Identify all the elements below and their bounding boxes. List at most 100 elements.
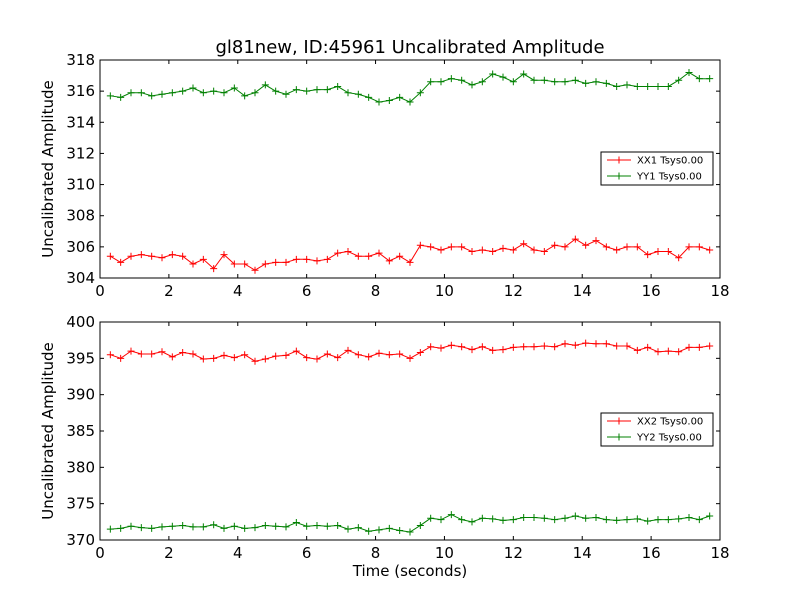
data-point [396, 527, 404, 535]
data-point [561, 78, 569, 86]
data-point [561, 243, 569, 251]
data-point [251, 357, 259, 365]
data-point [478, 343, 486, 351]
data-point [220, 524, 228, 532]
legend-box [600, 151, 714, 186]
data-point [592, 513, 600, 521]
data-point [437, 246, 445, 254]
legend-label: XX2 Tsys0.00 [637, 417, 703, 428]
data-point [509, 78, 517, 86]
data-point [179, 521, 187, 529]
data-point [489, 346, 497, 354]
data-point [468, 81, 476, 89]
data-point [199, 255, 207, 263]
x-tick-label: 12 [504, 282, 523, 300]
data-point [706, 75, 714, 83]
data-point [230, 354, 238, 362]
data-point [148, 524, 156, 532]
data-point [385, 524, 393, 532]
x-tick-label: 14 [573, 544, 592, 562]
data-point [303, 255, 311, 263]
data-point [241, 351, 249, 359]
data-point [251, 266, 259, 274]
x-tick-label: 4 [233, 544, 243, 562]
data-point [695, 243, 703, 251]
data-point [530, 343, 538, 351]
data-point [365, 252, 373, 260]
data-point [468, 248, 476, 256]
y-tick-label: 318 [66, 51, 95, 69]
data-point [220, 251, 228, 259]
data-point [210, 521, 218, 529]
x-tick-label: 8 [371, 282, 381, 300]
data-point [499, 244, 507, 252]
data-point [189, 260, 197, 268]
data-point [592, 78, 600, 86]
data-point [530, 76, 538, 84]
data-point [664, 347, 672, 355]
data-point [613, 342, 621, 350]
data-point [230, 260, 238, 268]
x-tick-label: 6 [302, 282, 312, 300]
data-point [168, 353, 176, 361]
data-point [117, 524, 125, 532]
data-point [344, 346, 352, 354]
data-point [168, 251, 176, 259]
data-point [623, 243, 631, 251]
data-point [633, 346, 641, 354]
data-point [540, 248, 548, 256]
data-point [613, 246, 621, 254]
data-point [354, 90, 362, 98]
data-point [602, 79, 610, 87]
x-tick-label: 14 [573, 282, 592, 300]
data-point [137, 350, 145, 358]
data-point [644, 343, 652, 351]
data-point [158, 523, 166, 531]
data-point [447, 243, 455, 251]
data-point [354, 252, 362, 260]
data-point [230, 84, 238, 92]
data-point [654, 348, 662, 356]
data-point [675, 515, 683, 523]
x-tick-label: 0 [95, 544, 105, 562]
y-axis-label: Uncalibrated Amplitude [39, 80, 57, 257]
legend-label: XX1 Tsys0.00 [637, 156, 703, 167]
data-point [106, 252, 114, 260]
data-point [292, 519, 300, 527]
data-point [664, 516, 672, 524]
x-tick-label: 4 [233, 282, 243, 300]
data-point [489, 248, 497, 256]
data-point [499, 516, 507, 524]
data-point [685, 513, 693, 521]
data-point [582, 241, 590, 249]
data-point [437, 516, 445, 524]
x-tick-label: 0 [95, 282, 105, 300]
data-point [706, 512, 714, 520]
data-point [396, 93, 404, 101]
data-point [406, 354, 414, 362]
data-point [695, 343, 703, 351]
data-point [251, 89, 259, 97]
data-point [334, 354, 342, 362]
bottom-panel: 0 2 4 6 8 10 12 14 16 18 370 375 380 385 390 395 400 Unca… [39, 313, 730, 562]
data-point [571, 512, 579, 520]
data-point [675, 76, 683, 84]
data-point [241, 260, 249, 268]
data-point [592, 340, 600, 348]
data-point [509, 246, 517, 254]
data-point [571, 235, 579, 243]
data-point [685, 68, 693, 76]
data-point [582, 79, 590, 87]
data-point [633, 82, 641, 90]
data-point [168, 89, 176, 97]
data-point [468, 346, 476, 354]
y-tick-label: 316 [66, 82, 95, 100]
data-point [478, 514, 486, 522]
data-point [179, 87, 187, 95]
data-point [664, 248, 672, 256]
x-tick-label: 10 [435, 544, 454, 562]
data-point [282, 351, 290, 359]
y-tick-label: 312 [66, 144, 95, 162]
data-point [375, 98, 383, 106]
